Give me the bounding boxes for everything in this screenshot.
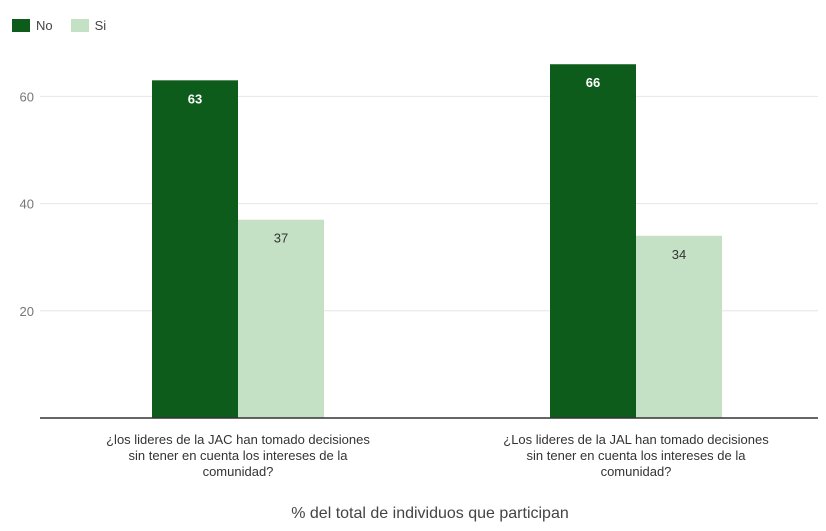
legend-swatch-no (12, 19, 30, 32)
y-tick-label-40: 40 (20, 197, 34, 212)
category-label-0: ¿los lideres de la JAC han tomado decisi… (106, 432, 370, 479)
category-label-1: ¿Los lideres de la JAL han tomado decisi… (503, 432, 769, 479)
bars: 63 66 37 34 (152, 64, 722, 419)
data-label-no-1: 66 (586, 75, 600, 90)
data-label-no-0: 63 (188, 91, 202, 106)
x-axis-title: % del total de individuos que participan (291, 505, 569, 522)
bar-no-0 (152, 80, 238, 418)
legend-item-si: Si (70, 18, 107, 33)
bar-no-1 (550, 64, 636, 419)
bar-si-0 (238, 219, 324, 418)
legend: No Si (12, 18, 124, 33)
legend-label-no: No (36, 18, 53, 33)
data-label-si-1: 34 (672, 247, 686, 262)
data-label-si-0: 37 (274, 231, 288, 246)
y-axis-ticks: 20 40 60 (20, 89, 34, 318)
legend-swatch-si (70, 19, 89, 32)
y-tick-label-60: 60 (20, 89, 34, 104)
category-labels: ¿los lideres de la JAC han tomado decisi… (106, 432, 769, 479)
legend-item-no: No (12, 18, 53, 33)
bar-si-1 (636, 235, 722, 418)
legend-label-si: Si (94, 18, 107, 33)
y-tick-label-20: 20 (20, 304, 34, 319)
